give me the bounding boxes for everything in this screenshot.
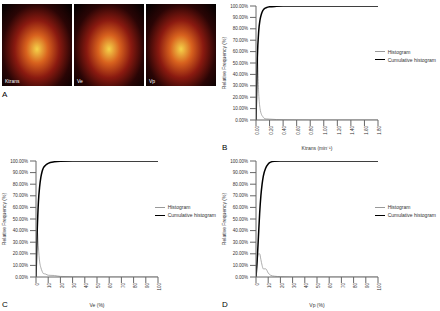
svg-text:Ve (%): Ve (%) bbox=[89, 302, 104, 308]
svg-text:60.00%: 60.00% bbox=[233, 49, 248, 54]
svg-text:0.80: 0.80 bbox=[309, 126, 314, 135]
svg-text:20: 20 bbox=[60, 283, 65, 289]
svg-text:10: 10 bbox=[267, 283, 272, 289]
html-text:C: C bbox=[2, 300, 8, 309]
svg-text:20.00%: 20.00% bbox=[13, 251, 28, 256]
svg-text:70: 70 bbox=[121, 283, 126, 289]
svg-text:90: 90 bbox=[365, 283, 370, 289]
svg-text:Relative Frequency (%): Relative Frequency (%) bbox=[1, 193, 7, 246]
svg-text:30.00%: 30.00% bbox=[13, 240, 28, 245]
svg-text:90.00%: 90.00% bbox=[13, 170, 28, 175]
svg-text:0.60: 0.60 bbox=[296, 126, 301, 135]
svg-text:1.40: 1.40 bbox=[350, 126, 355, 135]
svg-text:0.00%: 0.00% bbox=[235, 118, 248, 123]
svg-text:10.00%: 10.00% bbox=[233, 106, 248, 111]
svg-text:50: 50 bbox=[96, 283, 101, 289]
svg-text:Vp (%): Vp (%) bbox=[309, 302, 325, 308]
svg-text:20.00%: 20.00% bbox=[233, 95, 248, 100]
svg-text:Relative Frequency (%): Relative Frequency (%) bbox=[221, 37, 227, 90]
svg-text:50: 50 bbox=[316, 283, 321, 289]
svg-text:40: 40 bbox=[304, 283, 309, 289]
svg-text:80.00%: 80.00% bbox=[233, 26, 248, 31]
html-text:Histogram: Histogram bbox=[167, 204, 191, 211]
svg-text:1.80: 1.80 bbox=[377, 126, 382, 135]
svg-text:30.00%: 30.00% bbox=[233, 240, 248, 245]
html-text:Cumulative histogram: Cumulative histogram bbox=[167, 212, 216, 219]
svg-text:Relative Frequency (%): Relative Frequency (%) bbox=[221, 193, 227, 246]
html-text:Vp: Vp bbox=[149, 78, 156, 84]
svg-text:60: 60 bbox=[328, 283, 333, 289]
svg-text:60.00%: 60.00% bbox=[233, 205, 248, 210]
html-text:Ve: Ve bbox=[77, 78, 83, 84]
svg-text:0.00%: 0.00% bbox=[15, 275, 28, 280]
svg-text:30.00%: 30.00% bbox=[233, 83, 248, 88]
svg-text:10.00%: 10.00% bbox=[13, 263, 28, 268]
svg-text:90.00%: 90.00% bbox=[233, 15, 248, 20]
html-text:A: A bbox=[2, 90, 8, 99]
svg-text:60.00%: 60.00% bbox=[13, 205, 28, 210]
html-text:Ktrans: Ktrans bbox=[5, 78, 20, 84]
svg-text:100.00%: 100.00% bbox=[230, 4, 248, 9]
svg-text:40.00%: 40.00% bbox=[13, 228, 28, 233]
svg-text:20: 20 bbox=[280, 283, 285, 289]
svg-text:0.00: 0.00 bbox=[255, 126, 260, 135]
svg-text:100: 100 bbox=[377, 283, 382, 291]
svg-text:30: 30 bbox=[292, 283, 297, 289]
svg-text:60: 60 bbox=[108, 283, 113, 289]
svg-text:80.00%: 80.00% bbox=[233, 182, 248, 187]
html-text:Cumulative histogram: Cumulative histogram bbox=[387, 56, 436, 63]
svg-text:40.00%: 40.00% bbox=[233, 72, 248, 77]
html-text:Histogram: Histogram bbox=[387, 204, 411, 211]
html-text:D: D bbox=[222, 300, 228, 309]
svg-text:40.00%: 40.00% bbox=[233, 228, 248, 233]
svg-text:80: 80 bbox=[133, 283, 138, 289]
svg-text:70: 70 bbox=[341, 283, 346, 289]
html-text:Cumulative histogram: Cumulative histogram bbox=[387, 212, 436, 219]
svg-text:0.00%: 0.00% bbox=[235, 275, 248, 280]
svg-text:100.00%: 100.00% bbox=[230, 159, 248, 164]
svg-text:1.00: 1.00 bbox=[323, 126, 328, 135]
svg-text:90.00%: 90.00% bbox=[233, 170, 248, 175]
svg-text:70.00%: 70.00% bbox=[13, 193, 28, 198]
svg-text:10.00%: 10.00% bbox=[233, 263, 248, 268]
svg-text:0: 0 bbox=[35, 283, 40, 286]
svg-text:30: 30 bbox=[72, 283, 77, 289]
svg-text:1.60: 1.60 bbox=[364, 126, 369, 135]
svg-text:70.00%: 70.00% bbox=[233, 193, 248, 198]
svg-text:0.40: 0.40 bbox=[282, 126, 287, 135]
svg-text:90: 90 bbox=[145, 283, 150, 289]
svg-text:70.00%: 70.00% bbox=[233, 38, 248, 43]
svg-text:50.00%: 50.00% bbox=[233, 217, 248, 222]
svg-text:80.00%: 80.00% bbox=[13, 182, 28, 187]
html-text:B: B bbox=[222, 143, 228, 152]
svg-text:40: 40 bbox=[84, 283, 89, 289]
svg-text:80: 80 bbox=[353, 283, 358, 289]
html-text:Histogram: Histogram bbox=[387, 48, 411, 55]
svg-text:1.20: 1.20 bbox=[337, 126, 342, 135]
svg-text:Ktrans (min⁻¹): Ktrans (min⁻¹) bbox=[302, 145, 333, 151]
svg-text:20.00%: 20.00% bbox=[233, 251, 248, 256]
svg-text:100: 100 bbox=[157, 283, 162, 291]
svg-text:10: 10 bbox=[47, 283, 52, 289]
svg-text:50.00%: 50.00% bbox=[233, 61, 248, 66]
svg-text:50.00%: 50.00% bbox=[13, 217, 28, 222]
svg-text:0.20: 0.20 bbox=[269, 126, 274, 135]
svg-text:100.00%: 100.00% bbox=[10, 159, 28, 164]
svg-text:0: 0 bbox=[255, 283, 260, 286]
